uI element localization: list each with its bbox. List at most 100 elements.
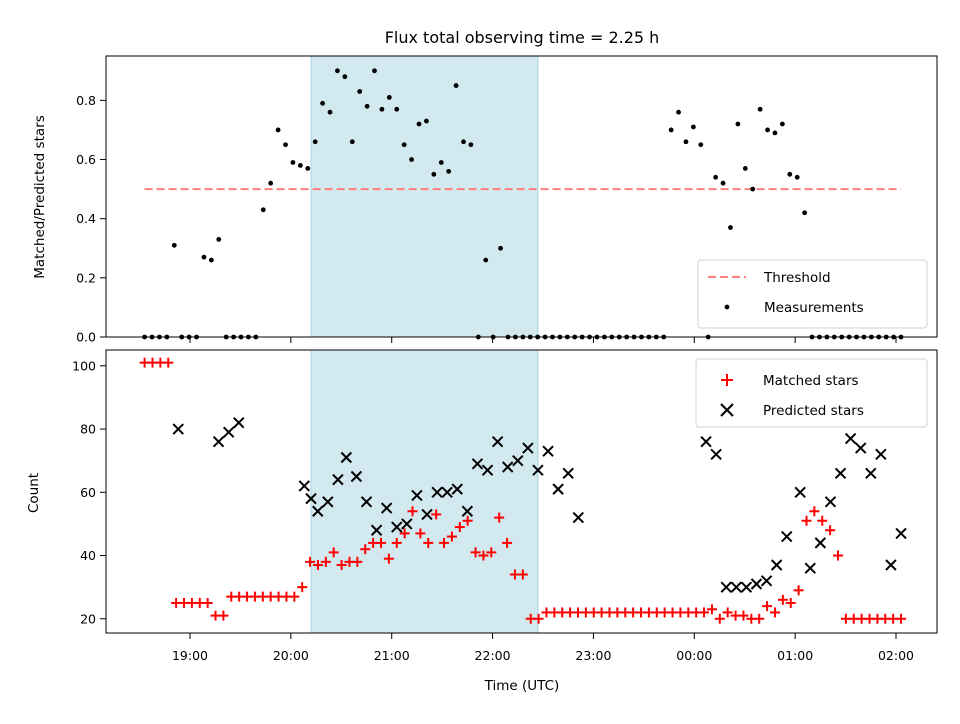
predicted-star-marker (401, 518, 413, 530)
top-y-tick-label: 0.8 (76, 93, 96, 108)
matched-star-marker (462, 515, 473, 526)
predicted-star-marker (451, 483, 463, 495)
top-y-ticks: 0.0 0.2 0.4 0.6 0.8 (76, 93, 106, 345)
matched-star-marker (777, 594, 788, 605)
measurement-point (742, 166, 748, 171)
matched-star-marker (817, 515, 828, 526)
legend-measurements-label: Measurements (764, 300, 864, 316)
matched-star-marker (738, 610, 749, 621)
x-tick-label: 01:00 (777, 648, 813, 663)
measurement-point (312, 139, 318, 145)
matched-star-marker (470, 547, 481, 558)
measurement-point (750, 186, 756, 192)
predicted-star-marker (350, 470, 363, 483)
predicted-star-marker (441, 486, 453, 498)
measurement-point (305, 166, 311, 171)
predicted-star-marker (481, 464, 494, 476)
measurement-point (268, 180, 274, 186)
predicted-star-marker (740, 581, 753, 593)
predicted-star-marker (312, 505, 324, 517)
matched-star-marker (722, 607, 733, 618)
matched-star-marker (809, 506, 820, 517)
predicted-star-marker (844, 432, 857, 445)
bottom-observing-window (310, 349, 539, 634)
matched-star-marker (415, 528, 426, 539)
matched-star-marker (439, 537, 450, 548)
measurement-point (416, 121, 422, 127)
measurement-point (668, 127, 674, 133)
matched-star-marker (305, 556, 316, 567)
matched-star-marker (352, 556, 363, 567)
predicted-star-marker (542, 445, 554, 457)
predicted-star-marker (885, 559, 897, 571)
x-tick-label: 21:00 (374, 648, 410, 663)
matched-star-marker (502, 537, 513, 548)
top-y-tick-label: 0.4 (76, 211, 96, 226)
predicted-star-marker (322, 496, 334, 508)
predicted-star-marker (710, 448, 722, 461)
measurement-point (401, 142, 407, 148)
x-tick-label: 22:00 (475, 648, 511, 663)
predicted-star-marker (814, 537, 827, 549)
predicted-star-marker (700, 435, 712, 448)
matched-stars-points (139, 357, 907, 624)
matched-star-marker (533, 613, 544, 624)
predicted-star-marker (552, 483, 564, 495)
bottom-y-tick-label: 40 (80, 548, 96, 563)
predicted-star-marker (471, 458, 484, 470)
measurement-point (290, 160, 296, 165)
predicted-star-marker (770, 559, 783, 571)
measurement-point (260, 207, 266, 213)
matched-star-marker (762, 601, 773, 612)
bottom-y-tick-label: 20 (80, 611, 96, 626)
measurement-point (275, 127, 281, 133)
measurement-point (765, 127, 770, 133)
predicted-star-marker (461, 505, 474, 517)
measurement-point (728, 225, 733, 230)
measurement-point (297, 163, 303, 168)
measurement-point (483, 257, 489, 263)
matched-star-marker (423, 537, 434, 548)
predicted-star-marker (781, 530, 793, 543)
predicted-star-marker (512, 454, 524, 467)
predicted-star-marker (305, 492, 317, 505)
predicted-stars-points (172, 417, 907, 593)
matched-star-marker (312, 560, 323, 571)
x-tick-label: 23:00 (575, 648, 611, 663)
matched-star-marker (297, 582, 308, 593)
measurement-point (720, 180, 726, 186)
matched-star-marker (793, 585, 804, 596)
x-tick-label: 00:00 (676, 648, 712, 663)
legend-measurements-swatch (724, 304, 730, 310)
top-legend: Threshold Measurements (697, 259, 928, 329)
measurement-point (787, 171, 793, 177)
matched-star-marker (714, 613, 725, 624)
predicted-star-marker (730, 581, 743, 593)
predicted-star-marker (380, 502, 393, 514)
measurement-point (283, 142, 288, 148)
matched-star-marker (825, 525, 836, 536)
matched-star-marker (391, 537, 402, 548)
x-tick-label: 19:00 (172, 648, 208, 663)
x-tick-label: 20:00 (273, 648, 309, 663)
matched-star-marker (163, 357, 174, 368)
measurement-point (372, 68, 377, 74)
matched-star-marker (699, 607, 710, 618)
bottom-x-ticks: 19:00 20:00 21:00 22:00 23:00 00:00 01:00 02:00 (172, 633, 914, 663)
matched-star-marker (486, 547, 497, 558)
matched-star-marker (833, 550, 844, 561)
bottom-axes-frame (105, 349, 938, 634)
predicted-star-marker (360, 496, 373, 508)
top-y-tick-label: 0.6 (76, 152, 96, 167)
matched-star-marker (360, 544, 371, 555)
measurement-point (690, 124, 696, 130)
measurement-point (676, 109, 681, 115)
predicted-star-marker (172, 423, 184, 435)
predicted-star-marker (720, 581, 732, 593)
matched-star-marker (769, 607, 780, 618)
measurement-point (468, 142, 474, 148)
matched-star-marker (896, 613, 907, 624)
matched-star-marker (478, 550, 489, 561)
matched-star-marker (218, 610, 229, 621)
measurement-point (446, 168, 452, 174)
